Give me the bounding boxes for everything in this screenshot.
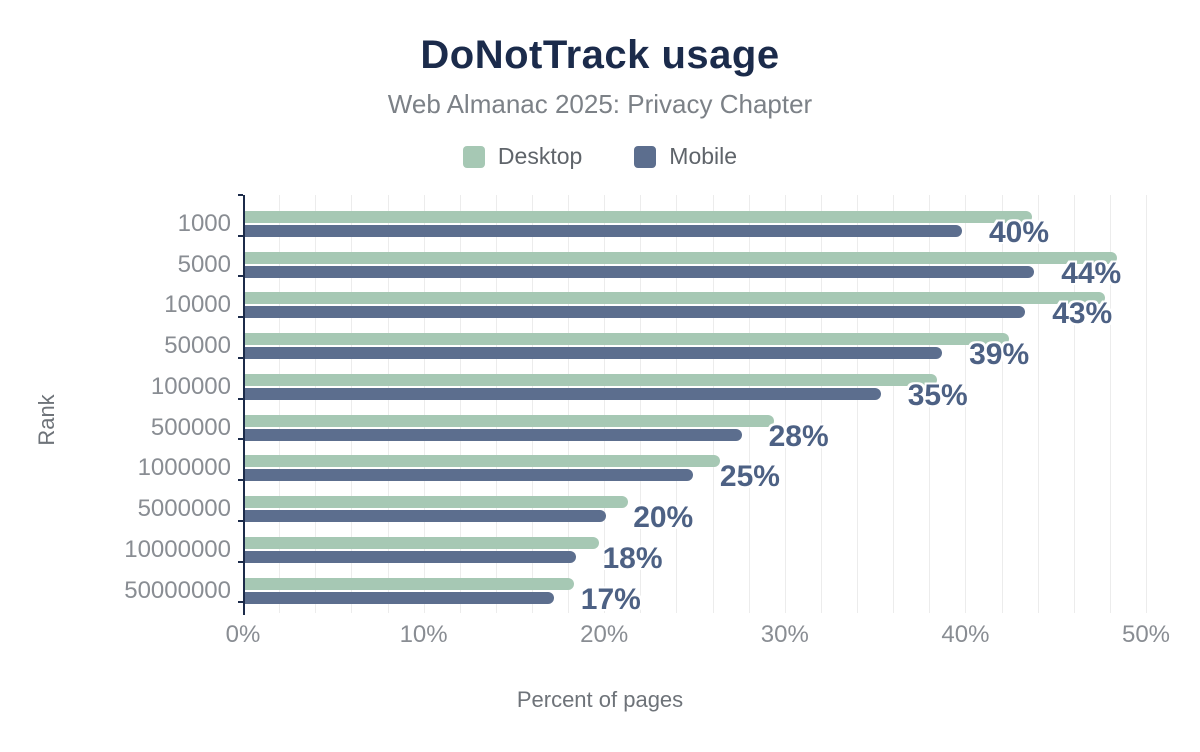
bar-desktop [245, 251, 1118, 264]
bar-value-label: 35% [907, 378, 968, 412]
y-tick-label: 500000 [150, 413, 231, 441]
bar-mobile [245, 306, 1026, 319]
y-axis-tick [238, 397, 243, 400]
y-tick-label: 5000000 [137, 495, 231, 522]
bar-value-label: 25% [719, 460, 780, 494]
plot-area: 1000 40% 5000 44% 10000 43% 50000 39% 100000 35% 5… [124, 194, 1147, 616]
grid-line [748, 195, 750, 613]
chart-subtitle: Web Almanac 2025: Privacy Chapter [387, 89, 813, 119]
y-tick-label: 10000 [164, 291, 231, 319]
bar-mobile [245, 265, 1035, 278]
bar-value-label: 28% [768, 419, 829, 453]
legend-swatch-desktop [462, 145, 485, 168]
y-tick-label: 50000000 [124, 576, 231, 604]
y-axis-tick [238, 356, 243, 359]
legend-label: Desktop [497, 143, 583, 169]
bar-value-label: 43% [1052, 297, 1113, 331]
grid-line [315, 195, 317, 613]
grid-line [857, 195, 858, 613]
grid-line [1037, 195, 1039, 613]
grid-line [640, 195, 642, 613]
x-tick-label: 0% [225, 621, 261, 648]
y-tick-label: 5000 [177, 250, 231, 278]
grid-line [712, 195, 714, 613]
grid-line [568, 195, 570, 613]
grid-line [604, 195, 606, 613]
legend-item-desktop: Desktop [462, 143, 583, 170]
bar-mobile [245, 225, 962, 237]
grid-line [784, 195, 786, 613]
x-tick-label: 30% [760, 621, 809, 648]
y-axis-tick [238, 560, 243, 563]
grid-line [423, 195, 425, 613]
legend-swatch-mobile [634, 145, 657, 168]
grid-line [1073, 195, 1075, 613]
x-axis-title: Percent of pages [516, 687, 684, 712]
bar-mobile [245, 469, 693, 482]
y-axis-tick [238, 479, 243, 481]
bar-mobile [245, 428, 742, 441]
legend: Desktop Mobile [0, 143, 1200, 170]
bar-mobile [245, 387, 881, 400]
bar-value-label: 18% [602, 541, 663, 575]
y-tick-label: 1000 [177, 210, 231, 237]
grid-line [965, 195, 967, 613]
x-tick-label: 20% [580, 621, 629, 648]
bar-desktop [245, 373, 937, 386]
bar-value-label: 44% [1061, 256, 1122, 290]
bar-value-label: 39% [969, 338, 1030, 372]
bar-mobile [245, 550, 576, 563]
legend-item-mobile: Mobile [634, 143, 737, 170]
y-axis-tick [238, 275, 243, 278]
bar-desktop [245, 292, 1105, 305]
bar-mobile [245, 510, 607, 522]
y-axis-tick [238, 234, 243, 237]
chart-title: DoNotTrack usage [420, 33, 780, 77]
grid-line [820, 195, 822, 613]
y-tick-label: 100000 [150, 372, 231, 400]
grid-line [1001, 195, 1003, 613]
bar-desktop [245, 211, 1033, 223]
bar-value-label: 17% [580, 582, 641, 616]
grid-line [893, 195, 895, 613]
grid-line [495, 195, 497, 613]
x-tick-label: 40% [941, 621, 990, 648]
y-tick-label: 50000 [164, 332, 231, 360]
y-axis-tick [238, 519, 243, 522]
bar-desktop [245, 577, 574, 590]
bar-mobile [245, 347, 943, 360]
grid-line [279, 195, 281, 613]
grid-line [351, 195, 353, 613]
bar-desktop [245, 414, 775, 427]
grid-line [676, 195, 678, 613]
legend-label: Mobile [669, 143, 738, 169]
grid-line [532, 195, 533, 613]
grid-line [929, 195, 931, 613]
y-axis-tick [238, 601, 243, 604]
y-axis-tick [238, 316, 243, 319]
bar-value-label: 20% [633, 501, 694, 534]
bar-desktop [245, 333, 1009, 346]
bar-mobile [245, 591, 554, 604]
y-axis-tick [238, 194, 243, 196]
x-axis-ticks: 0% 10% 20% 30% 40% 50% [226, 621, 1170, 651]
x-tick-label: 10% [399, 621, 448, 648]
y-tick-label: 10000000 [124, 535, 231, 563]
bar-desktop [245, 496, 628, 508]
bar-desktop [245, 455, 720, 468]
grid-line [459, 195, 461, 613]
y-axis-tick [238, 438, 243, 441]
bar-value-label: 40% [989, 216, 1050, 249]
grid-line [1146, 195, 1147, 613]
grid-line [387, 195, 389, 613]
x-tick-label: 50% [1121, 621, 1171, 648]
grid-line [1109, 195, 1111, 613]
y-axis-line [243, 195, 245, 615]
y-tick-label: 1000000 [137, 454, 231, 482]
bar-desktop [245, 536, 599, 549]
